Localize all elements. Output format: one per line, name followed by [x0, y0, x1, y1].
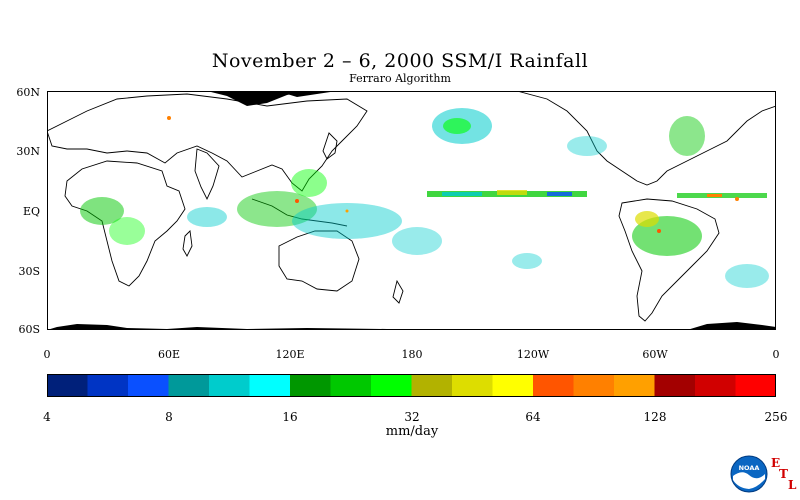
colorbar-cell [87, 374, 129, 397]
north-america-coast [516, 91, 776, 186]
rainfall-map [47, 91, 776, 330]
colorbar-cell [411, 374, 453, 397]
colorbar-cell [614, 374, 655, 397]
colorbar-cell [533, 374, 574, 397]
colorbar-cell [47, 374, 88, 397]
colorbar-tick-8: 8 [165, 410, 173, 424]
colorbar-cell [128, 374, 169, 397]
eurasia-coast [47, 93, 368, 192]
lon-label-0-east: 0 [772, 348, 780, 361]
colorbar-tick-32: 32 [404, 410, 420, 424]
japan-coast [322, 132, 338, 160]
colorbar-cell [209, 374, 250, 397]
lon-label-180: 180 [401, 348, 423, 361]
colorbar-cell [492, 374, 534, 397]
antarctica-landmass-east [687, 322, 776, 330]
colorbar-cell [290, 374, 331, 397]
noaa-logo-icon: NOAA [730, 455, 768, 493]
colorbar-tick-64: 64 [525, 410, 541, 424]
lon-label-0: 0 [43, 348, 51, 361]
colorbar-tick-4: 4 [43, 410, 51, 424]
lon-label-120e: 120E [275, 348, 305, 361]
colorbar-cell [573, 374, 615, 397]
etl-letter-l: L [788, 478, 797, 492]
lon-label-60e: 60E [157, 348, 181, 361]
colorbar-cell [735, 374, 776, 397]
colorbar-units: mm/day [385, 424, 439, 439]
colorbar-cell [452, 374, 493, 397]
arctic-ice [207, 91, 307, 106]
rainfall-patches [80, 108, 769, 288]
lat-label-60s: 60S [18, 323, 40, 336]
new-zealand-coast [392, 279, 404, 304]
antarctica-landmass [47, 324, 467, 330]
colorbar-cell [654, 374, 696, 397]
australia-coast [278, 230, 360, 292]
etl-letter-e: E [771, 456, 781, 470]
lat-label-30s: 30S [18, 265, 40, 278]
lat-label-60n: 60N [16, 86, 40, 99]
colorbar-tick-16: 16 [282, 410, 298, 424]
colorbar-tick-128: 128 [643, 410, 667, 424]
map-subtitle: Ferraro Algorithm [349, 72, 451, 85]
lat-label-eq: EQ [22, 205, 40, 218]
noaa-logo-text: NOAA [739, 464, 760, 472]
etl-letter-t: T [779, 467, 788, 481]
indonesia-coast [251, 198, 348, 227]
south-america-coast [618, 198, 720, 322]
colorbar-cell [249, 374, 291, 397]
lat-label-30n: 30N [16, 145, 40, 158]
colorbar [47, 374, 776, 397]
madagascar-coast [182, 230, 193, 257]
arctic-ice-2 [277, 91, 337, 97]
lon-label-120w: 120W [516, 348, 550, 361]
colorbar-tick-256: 256 [764, 410, 788, 424]
lon-label-60w: 60W [642, 348, 668, 361]
colorbar-cell [168, 374, 210, 397]
map-title: November 2 – 6, 2000 SSM/I Rainfall [211, 50, 589, 72]
colorbar-cell [371, 374, 412, 397]
india-coast [194, 148, 220, 201]
colorbar-cell [695, 374, 736, 397]
colorbar-cell [330, 374, 372, 397]
